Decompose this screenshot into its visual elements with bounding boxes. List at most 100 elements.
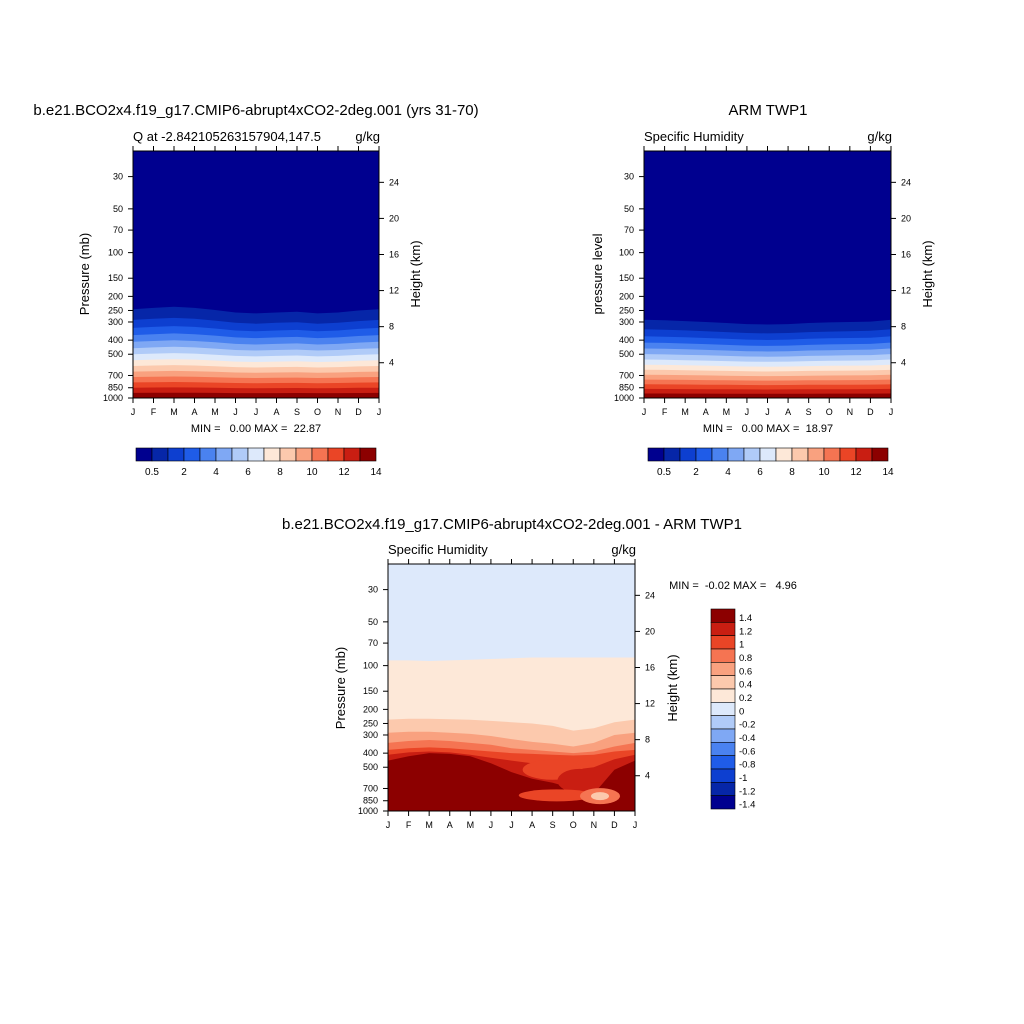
panel-obs-month-label: A	[703, 407, 709, 417]
panel-diff-title: b.e21.BCO2x4.f19_g17.CMIP6-abrupt4xCO2-2…	[282, 516, 742, 533]
panel-obs-pressure-label: 300	[619, 317, 634, 327]
panel-diff-colorbar-tick-label: 0.2	[739, 693, 752, 704]
panel-obs-colorbar-tick-label: 6	[757, 467, 763, 478]
panel-diff-month-label: A	[447, 820, 453, 830]
panel-obs-pressure-label: 150	[619, 273, 634, 283]
panel-obs-month-label: M	[723, 407, 731, 417]
panel-obs-contour-band	[644, 393, 891, 398]
panel-model-colorbar-swatch	[183, 447, 201, 462]
panel-model-month-label: J	[233, 407, 238, 417]
panel-diff-pressure-label: 700	[363, 783, 378, 793]
panel-obs-colorbar-tick-label: 4	[725, 467, 731, 478]
panel-obs-colorbar-swatch	[695, 447, 713, 462]
panel-diff-month-label: A	[529, 820, 535, 830]
panel-diff-ylabel: Pressure (mb)	[333, 647, 348, 729]
panel-model-colorbar-swatch	[167, 447, 185, 462]
panel-model-month-label: M	[170, 407, 178, 417]
panel-diff-colorbar-tick-label: -1.4	[739, 800, 755, 811]
panel-obs-colorbar-tick-label: 0.5	[657, 467, 671, 478]
panel-diff-colorbar-tick-label: -0.6	[739, 746, 755, 757]
panel-diff-colorbar-tick-label: 0.6	[739, 666, 752, 677]
panel-diff-colorbar-tick-label: -0.8	[739, 760, 755, 771]
panel-obs-colorbar-swatch	[839, 447, 857, 462]
panel-diff-month-label: D	[611, 820, 618, 830]
panel-obs-left-label: Specific Humidity	[644, 129, 744, 144]
panel-obs-units: g/kg	[867, 129, 892, 144]
panel-diff-month-label: M	[467, 820, 475, 830]
panel-diff-colorbar-swatch	[710, 622, 736, 636]
panel-model: b.e21.BCO2x4.f19_g17.CMIP6-abrupt4xCO2-2…	[33, 102, 478, 478]
panel-obs-ylabel-right: Height (km)	[920, 240, 935, 307]
panel-model-title: b.e21.BCO2x4.f19_g17.CMIP6-abrupt4xCO2-2…	[33, 102, 478, 119]
panel-model-pressure-label: 500	[108, 349, 123, 359]
panel-obs-colorbar-swatch	[823, 447, 841, 462]
panel-obs-colorbar-swatch	[743, 447, 761, 462]
panel-diff-colorbar-tick-label: -1	[739, 773, 747, 784]
panel-model-colorbar-tick-label: 0.5	[145, 467, 159, 478]
panel-diff-stats: MIN = -0.02 MAX = 4.96	[669, 580, 797, 592]
panel-diff-pressure-label: 30	[368, 585, 378, 595]
panel-model-pressure-label: 250	[108, 305, 123, 315]
panel-diff-height-label: 24	[645, 590, 655, 600]
panel-obs-colorbar-tick-label: 10	[818, 467, 830, 478]
panel-model-colorbar-tick-label: 12	[338, 467, 350, 478]
panel-diff-colorbar-swatch	[710, 662, 736, 676]
panel-obs-colorbar-swatch	[855, 447, 873, 462]
panel-model-month-label: N	[335, 407, 342, 417]
panel-obs-pressure-label: 200	[619, 291, 634, 301]
panel-diff-month-label: J	[509, 820, 514, 830]
panel-diff-pressure-label: 300	[363, 730, 378, 740]
panel-model-height-label: 4	[389, 358, 394, 368]
panel-obs-height-label: 24	[901, 177, 911, 187]
panel-obs-colorbar-tick-label: 14	[882, 467, 894, 478]
panel-diff-colorbar-swatch	[710, 608, 736, 623]
panel-diff-contour-feature	[557, 768, 602, 793]
panel-diff-month-label: S	[550, 820, 556, 830]
panel-diff-colorbar-swatch	[710, 702, 736, 716]
panel-obs-month-label: F	[662, 407, 668, 417]
panel-model-pressure-label: 700	[108, 370, 123, 380]
panel-obs-pressure-label: 50	[624, 204, 634, 214]
panel-diff-pressure-label: 100	[363, 661, 378, 671]
panel-obs-month-label: D	[867, 407, 874, 417]
panel-diff-colorbar-swatch	[710, 728, 736, 743]
panel-obs-height-label: 16	[901, 249, 911, 259]
panel-diff-colorbar-swatch	[710, 648, 736, 663]
panel-obs-colorbar-swatch	[807, 447, 825, 462]
panel-model-height-label: 20	[389, 213, 399, 223]
panel-model-colorbar-tick-label: 6	[245, 467, 251, 478]
panel-obs-ylabel: pressure level	[590, 233, 605, 314]
panel-diff-contour-band	[388, 808, 635, 811]
panel-obs-colorbar-tick-label: 8	[789, 467, 795, 478]
panel-obs-pressure-label: 70	[624, 225, 634, 235]
panel-obs-pressure-label: 250	[619, 305, 634, 315]
panel-model-colorbar-tick-label: 10	[306, 467, 318, 478]
panel-model-colorbar-swatch	[327, 447, 345, 462]
panel-model-pressure-label: 850	[108, 383, 123, 393]
panel-obs: ARM TWP1 Specific Humidity g/kg J F M A M J J A…	[590, 102, 935, 478]
panel-diff-ylabel-right: Height (km)	[665, 654, 680, 721]
panel-model-month-label: S	[294, 407, 300, 417]
panel-model-month-label: J	[377, 407, 382, 417]
panel-model-month-label: D	[355, 407, 362, 417]
panel-model-colorbar-swatch	[359, 447, 377, 462]
panel-diff-month-label: J	[489, 820, 494, 830]
panel-model-left-label: Q at -2.842105263157904,147.5	[133, 129, 321, 144]
panel-diff-pressure-label: 850	[363, 796, 378, 806]
panel-diff-pressure-label: 50	[368, 617, 378, 627]
panel-obs-height-label: 20	[901, 213, 911, 223]
panel-obs-height-label: 4	[901, 358, 906, 368]
panel-diff-colorbar-swatch	[710, 715, 736, 730]
panel-obs-pressure-label: 700	[619, 370, 634, 380]
panel-diff-colorbar-swatch	[710, 688, 736, 703]
panel-diff-colorbar-swatch	[710, 782, 736, 796]
panel-obs-colorbar-swatch	[871, 447, 889, 462]
panel-obs-month-label: J	[642, 407, 647, 417]
panel-diff-colorbar-swatch	[710, 675, 736, 690]
panel-model-colorbar-swatch	[215, 447, 233, 462]
panel-diff-pressure-label: 250	[363, 718, 378, 728]
panel-diff-left-label: Specific Humidity	[388, 542, 488, 557]
panel-obs-pressure-label: 850	[619, 383, 634, 393]
panel-diff-pressure-label: 400	[363, 748, 378, 758]
